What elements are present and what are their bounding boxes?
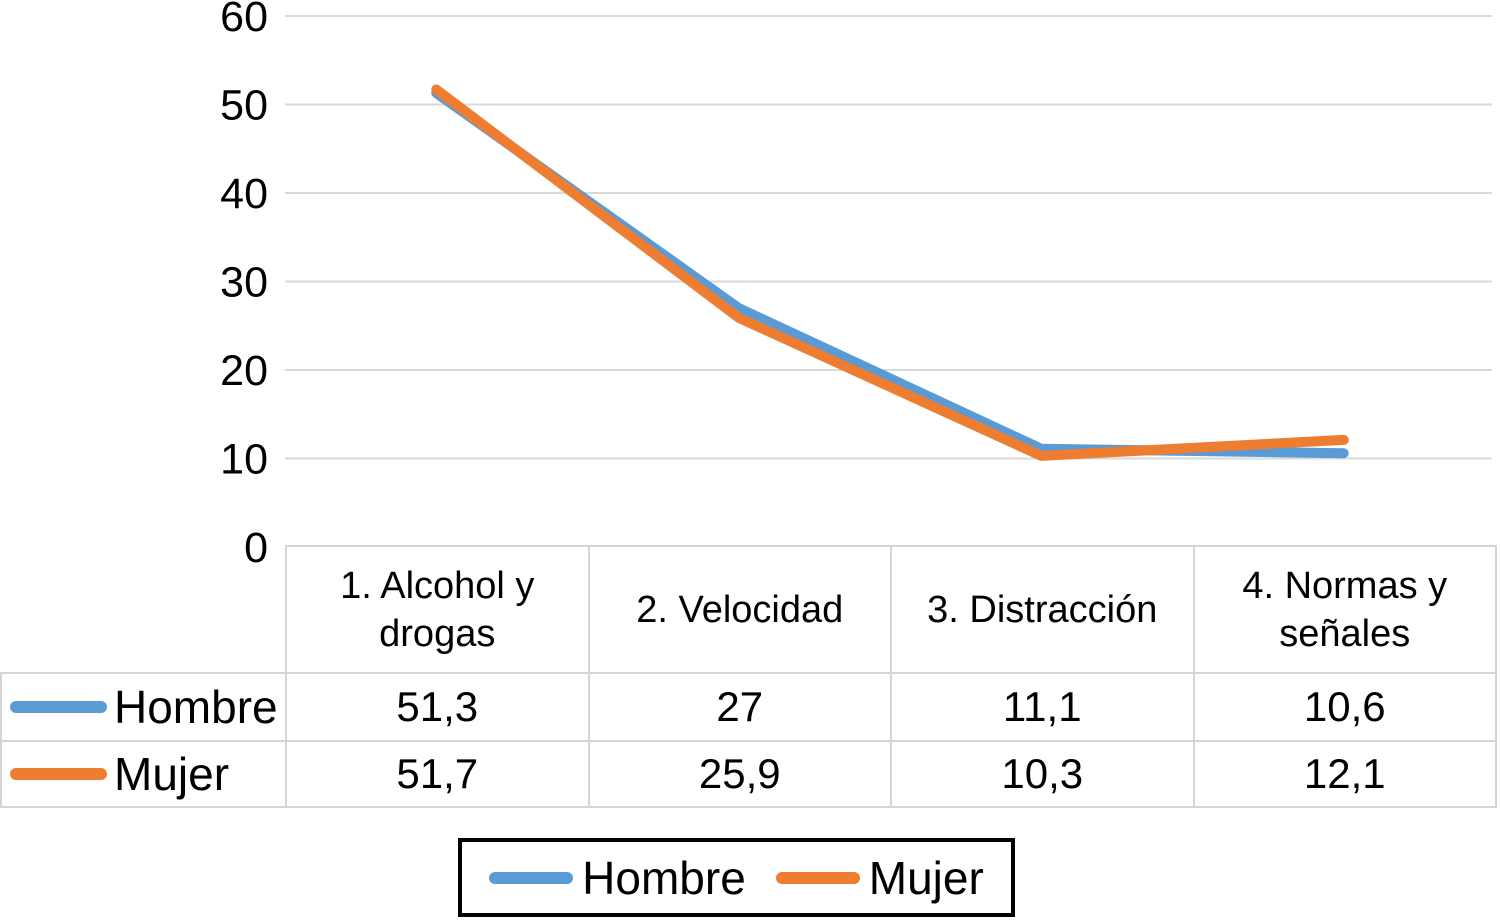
value-cell: 27: [587, 672, 892, 742]
y-axis-tick-label: 10: [220, 436, 268, 484]
y-axis-tick-label: 60: [220, 0, 268, 41]
category-header: 3. Distracción: [890, 545, 1195, 674]
legend-item-hombre: Hombre: [489, 851, 746, 905]
value-cell: 51,3: [285, 672, 590, 742]
category-header: 2. Velocidad: [587, 545, 892, 674]
series-line-hombre: [431, 87, 1349, 459]
table-row-hombre: Hombre 51,3 27 11,1 10,6: [0, 672, 1497, 742]
y-axis-tick-label: 50: [220, 82, 268, 130]
series-name: Hombre: [114, 681, 278, 733]
value-cell: 12,1: [1192, 740, 1497, 808]
series-label-cell: Mujer: [0, 740, 287, 808]
series-line-mujer: [431, 84, 1349, 461]
hombre-line-swatch-icon: [489, 871, 574, 884]
y-axis-tick-label: 30: [220, 259, 268, 307]
value-cell: 25,9: [587, 740, 892, 808]
mujer-line-swatch-icon: [10, 768, 107, 780]
hombre-line-swatch-icon: [10, 701, 107, 713]
category-header: 4. Normas y señales: [1192, 545, 1497, 674]
value-cell: 51,7: [285, 740, 590, 808]
series-name: Mujer: [114, 748, 230, 800]
mujer-line-swatch-icon: [775, 871, 860, 884]
legend-label: Mujer: [868, 851, 984, 904]
value-cell: 11,1: [890, 672, 1195, 742]
data-table: 1. Alcohol y drogas 2. Velocidad 3. Dist…: [0, 545, 1497, 808]
table-header-row: 1. Alcohol y drogas 2. Velocidad 3. Dist…: [1, 545, 1497, 674]
y-axis-tick-label: 40: [220, 170, 268, 218]
y-axis-tick-label: 20: [220, 347, 268, 395]
legend-item-mujer: Mujer: [775, 851, 984, 905]
value-cell: 10,3: [890, 740, 1195, 808]
legend: Hombre Mujer: [458, 838, 1015, 917]
value-cell: 10,6: [1192, 672, 1497, 742]
category-header: 1. Alcohol y drogas: [285, 545, 590, 674]
legend-label: Hombre: [582, 851, 746, 904]
series-label-cell: Hombre: [0, 672, 287, 742]
table-corner-blank: [1, 546, 286, 673]
table-row-mujer: Mujer 51,7 25,9 10,3 12,1: [0, 740, 1497, 808]
